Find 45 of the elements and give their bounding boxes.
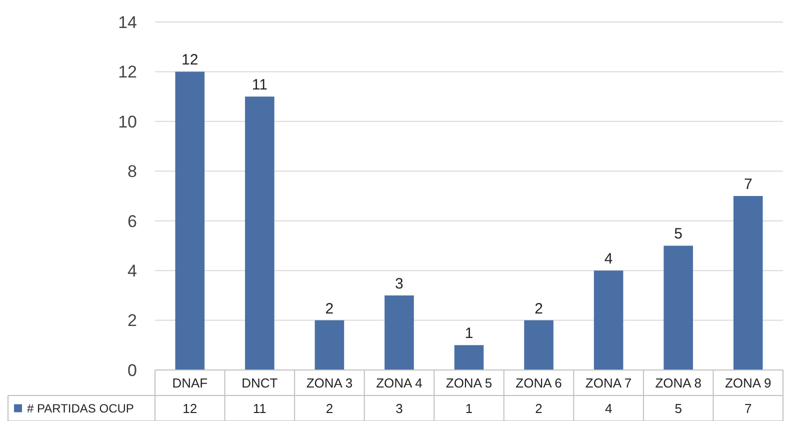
- text: 3: [396, 400, 403, 416]
- x-tick-label: ZONA 8: [655, 375, 702, 390]
- data-label: 2: [534, 300, 543, 318]
- data-label: 3: [395, 275, 404, 292]
- text: 2: [535, 400, 542, 416]
- x-tick-label: DNCT: [242, 375, 278, 390]
- data-label: 12: [182, 52, 198, 69]
- text: 7: [744, 400, 752, 416]
- bar: [454, 345, 484, 370]
- data-label: 5: [674, 226, 683, 243]
- x-tick-label: ZONA 6: [516, 375, 562, 390]
- x-tick-label: ZONA 9: [724, 375, 772, 390]
- bar: [524, 320, 554, 370]
- x-tick-label: ZONA 3: [306, 375, 353, 390]
- y-tick-label: 0: [128, 360, 137, 380]
- bar: [314, 320, 344, 370]
- data-label: 7: [744, 176, 752, 193]
- y-tick-label: 14: [118, 12, 137, 32]
- text: 11: [252, 400, 266, 416]
- text: 1: [465, 400, 473, 416]
- bar: [594, 270, 624, 370]
- bar: [175, 72, 205, 370]
- text: 4: [604, 400, 612, 416]
- text: 12: [182, 400, 198, 416]
- bar: [664, 246, 693, 370]
- bar: [733, 196, 763, 370]
- data-label: 1: [464, 325, 474, 342]
- data-label: 4: [604, 250, 613, 268]
- x-tick-label: ZONA 5: [446, 375, 492, 390]
- bar: [384, 295, 414, 370]
- x-tick-label: DNAF: [172, 375, 208, 390]
- y-tick-label: 8: [128, 162, 137, 182]
- y-tick-label: 4: [128, 262, 137, 281]
- x-tick-label: ZONA 7: [585, 375, 632, 390]
- y-tick-label: 10: [118, 112, 137, 132]
- legend-label: # PARTIDAS OCUP: [27, 401, 134, 416]
- data-label: 11: [252, 76, 268, 94]
- text: 2: [326, 400, 334, 416]
- text: 5: [674, 400, 682, 416]
- bar: [245, 96, 274, 370]
- x-tick-label: ZONA 4: [376, 375, 422, 390]
- y-tick-label: 6: [128, 212, 137, 231]
- y-tick-label: 2: [128, 311, 137, 330]
- data-label: 2: [325, 300, 334, 318]
- y-tick-label: 12: [118, 62, 137, 82]
